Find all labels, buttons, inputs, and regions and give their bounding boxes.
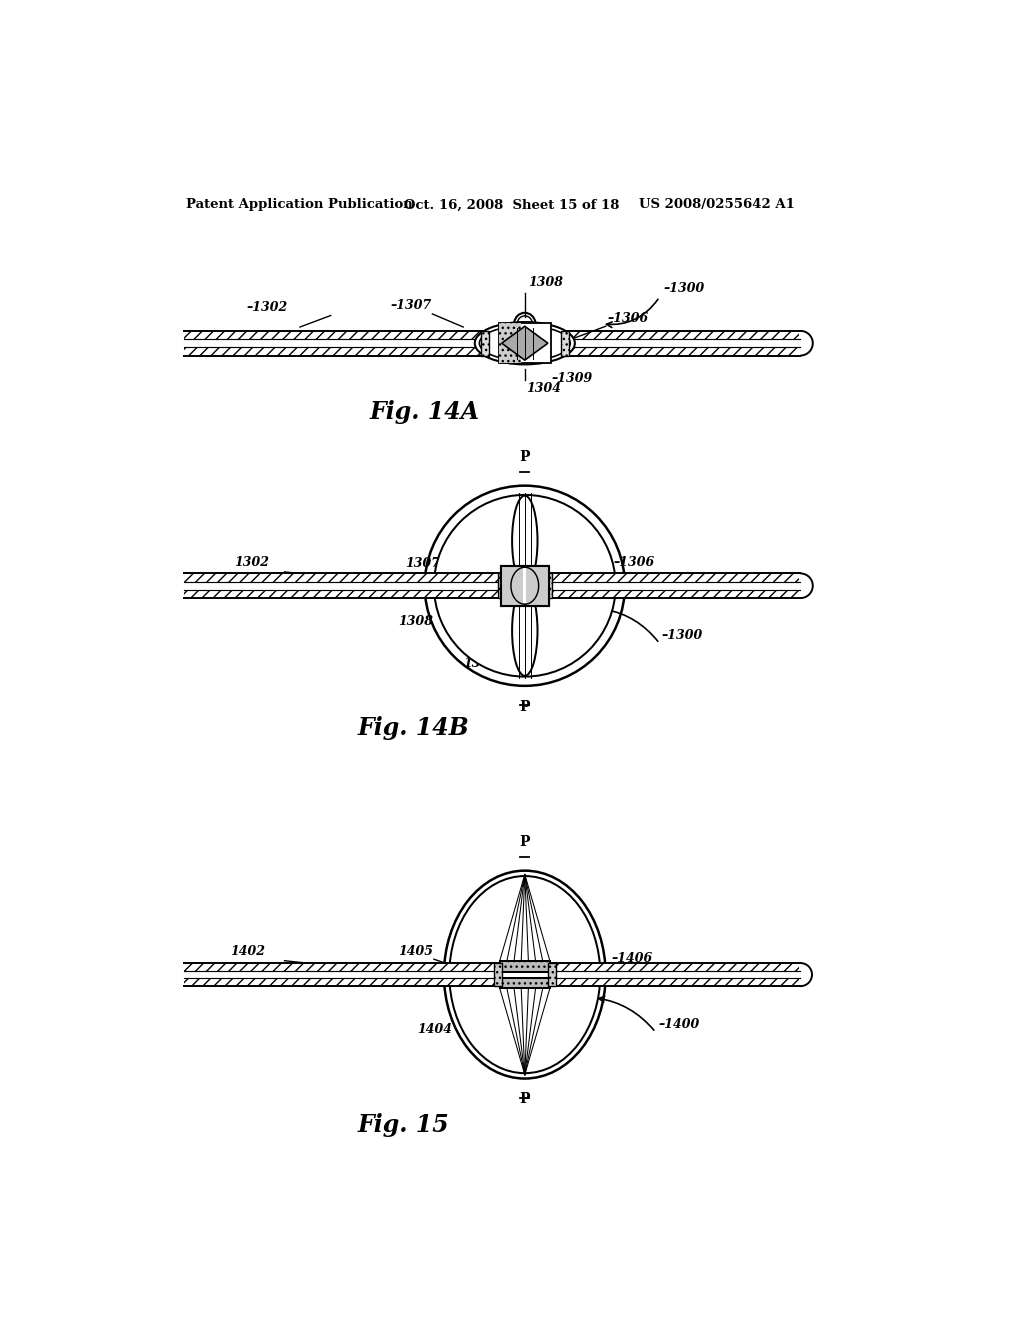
Text: 1404: 1404 [417,1023,452,1036]
Bar [799,331,802,355]
Text: 1308: 1308 [528,276,563,289]
Bar [544,573,552,598]
Text: –1306: –1306 [608,312,649,325]
Text: –1300: –1300 [664,281,705,294]
Text: Patent Application Publication: Patent Application Publication [186,198,413,211]
Bar [799,964,802,986]
Polygon shape [502,326,548,360]
Bar [501,566,549,606]
Bar [565,331,801,339]
Bar [500,978,550,989]
Text: –1307: –1307 [390,298,431,312]
Text: –1302: –1302 [246,301,288,314]
Circle shape [425,486,625,686]
Bar [184,964,498,970]
Bar [565,339,801,347]
Bar [184,590,502,598]
Ellipse shape [512,496,538,586]
Ellipse shape [444,871,605,1078]
Text: Fig. 15: Fig. 15 [357,1113,450,1137]
Ellipse shape [479,326,570,360]
Bar [184,347,484,355]
Bar [494,964,502,986]
Bar [184,331,484,339]
Bar [552,978,801,986]
Ellipse shape [512,586,538,676]
Text: P: P [519,1093,530,1106]
Bar [184,970,498,978]
Text: –1306: –1306 [613,556,654,569]
Bar [548,590,801,598]
Bar [184,582,502,590]
Bar [548,964,556,986]
Bar [501,566,549,606]
Bar [501,566,523,606]
Text: 1402: 1402 [230,945,265,958]
Text: –1309: –1309 [552,372,593,385]
Text: Fig. 14B: Fig. 14B [357,717,469,741]
Ellipse shape [475,322,574,364]
Bar [552,964,801,970]
Text: US 2008/0255642 A1: US 2008/0255642 A1 [639,198,795,211]
Text: Oct. 16, 2008  Sheet 15 of 18: Oct. 16, 2008 Sheet 15 of 18 [403,198,620,211]
Bar [500,961,550,972]
Ellipse shape [450,876,600,1073]
Bar [548,573,801,582]
Text: Fig. 14A: Fig. 14A [370,400,479,425]
Text: P: P [519,450,530,465]
Bar [184,339,484,347]
Bar [499,323,551,363]
Bar [552,970,801,978]
Circle shape [434,495,615,677]
Bar [499,323,521,363]
Text: 1308: 1308 [397,615,433,628]
Bar [481,331,488,355]
Bar [184,573,502,582]
Bar [526,566,549,606]
Text: –1400: –1400 [658,1018,699,1031]
Text: P: P [519,700,530,714]
Bar [184,978,498,986]
Bar [565,347,801,355]
Bar [548,582,801,590]
Text: 1304: 1304 [463,657,498,671]
Text: –1406: –1406 [611,952,652,965]
Bar [799,573,802,598]
Bar [561,331,568,355]
Text: –1309: –1309 [537,649,578,663]
Text: 1302: 1302 [234,556,269,569]
Text: 1405: 1405 [397,945,433,958]
Text: 1304: 1304 [526,381,561,395]
Text: 1307: 1307 [406,557,440,570]
Text: P: P [519,836,530,849]
Bar [498,573,506,598]
Text: –1300: –1300 [662,628,703,642]
